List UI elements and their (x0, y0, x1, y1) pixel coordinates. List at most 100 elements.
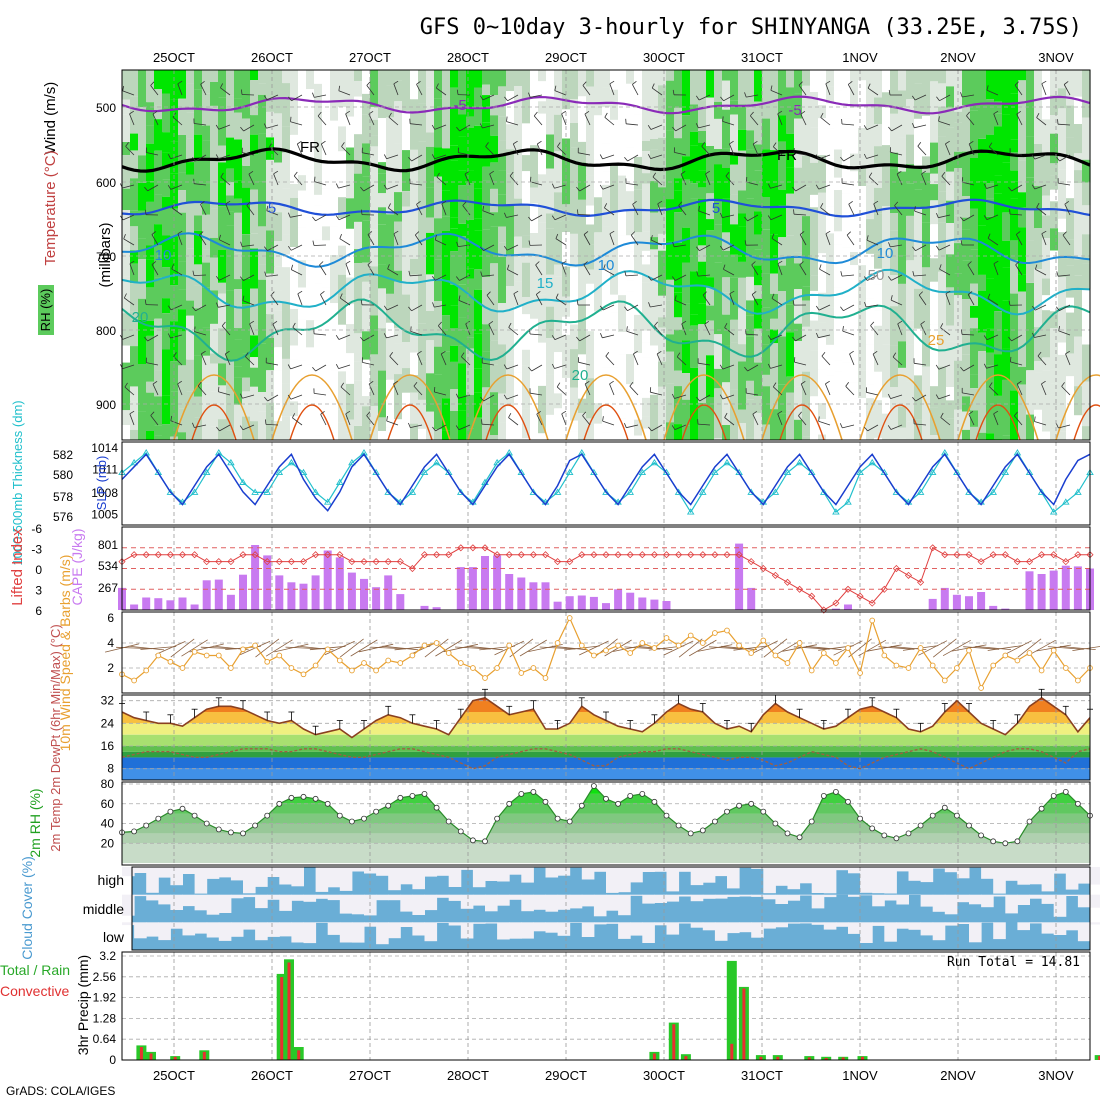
legend-total: Total / Rain (0, 962, 70, 978)
rh-cell (778, 336, 787, 385)
rh-cell (322, 70, 331, 112)
cloud-clear-cell (134, 894, 147, 897)
cloud-clear-cell (872, 894, 885, 907)
wind-barb (290, 364, 303, 370)
wind-barb (531, 364, 543, 372)
cloud-clear-cell (1041, 867, 1055, 892)
rh-cell (186, 415, 195, 440)
wind-barb (146, 152, 159, 156)
wind-barb-flag (940, 323, 944, 328)
wind-barb (993, 113, 999, 126)
rh-cell (274, 347, 283, 371)
precip-conv-bar (730, 1043, 734, 1061)
rh-cell (202, 140, 211, 184)
cloud-clear-cell (412, 894, 425, 915)
wind-barb-flag (845, 382, 850, 387)
cloud-clear-cell (279, 867, 292, 885)
wind-barb (194, 123, 207, 126)
wind-barb (894, 205, 903, 216)
rh-cell (226, 211, 235, 226)
cloud-clear-cell (823, 922, 837, 930)
rh-cell (130, 401, 139, 430)
wind-barb (604, 207, 615, 216)
rh-cell (882, 145, 891, 166)
wind-barb (507, 269, 519, 276)
wind-barb (842, 330, 855, 336)
wind-barb-flag (798, 411, 802, 416)
wind-barb-flag (912, 246, 916, 251)
cloud-clear-cell (944, 922, 958, 926)
rh-cell (162, 166, 171, 180)
rh-cell (850, 302, 859, 324)
rh-cell (1026, 283, 1035, 328)
wind-barb-flag (248, 170, 254, 175)
rh-cell (554, 393, 563, 409)
wind-barb-flag (481, 419, 483, 425)
cloud-clear-cell (896, 867, 909, 872)
wind-point (1062, 665, 1069, 671)
cloud-clear-cell (1053, 894, 1067, 917)
li-point (178, 551, 187, 559)
wind-barb (629, 385, 639, 396)
rh-frame (121, 781, 1091, 866)
wind-barb-10m (763, 638, 788, 658)
rh-cell (594, 423, 603, 440)
rh-cell (138, 107, 147, 156)
cloud-clear-cell (787, 867, 801, 890)
wind-barb-flag (144, 299, 147, 305)
rh-cell (650, 181, 659, 198)
wind-barb (1015, 264, 1023, 276)
rh-cell (722, 70, 731, 81)
rh-cell (658, 250, 667, 296)
wind-barb (218, 124, 231, 130)
wind-point (663, 635, 670, 641)
rh-cell (1074, 386, 1083, 416)
rh-cell (370, 354, 379, 386)
wind-barb (699, 394, 711, 402)
hot-contour (485, 404, 531, 441)
rh-cell (778, 189, 787, 206)
rh-cell (410, 337, 419, 353)
cape-bar (844, 604, 852, 610)
rh-cell (666, 279, 675, 301)
rh-cell (698, 245, 707, 262)
wind-barb-flag (388, 112, 392, 118)
cloud-clear-cell (1041, 894, 1055, 904)
hot-contour (1073, 404, 1100, 441)
wind-barb (676, 356, 687, 366)
precip-frame (121, 951, 1091, 1061)
cloud-clear-cell (533, 894, 546, 910)
rh-cell (578, 70, 587, 97)
rh-cell (658, 85, 667, 112)
rh-cell (378, 288, 387, 329)
rh-cell (946, 107, 955, 128)
rh-cell (618, 175, 627, 210)
wind-barb (746, 94, 759, 98)
rh-cell (130, 226, 139, 251)
wind-barb-flag (431, 124, 436, 130)
wind-barb-flag (383, 305, 388, 311)
cloud-clear-cell (218, 867, 232, 878)
rh-cell (946, 287, 955, 326)
rh-cell (866, 398, 875, 411)
rh-cell (218, 206, 227, 250)
rh-point (724, 808, 730, 815)
rh-cell (266, 273, 275, 314)
wind-barb-flag (194, 326, 196, 332)
rh-cell (922, 115, 931, 157)
rh-cell (1058, 218, 1067, 233)
rh-cell (1018, 207, 1027, 228)
wind-barb (195, 304, 207, 312)
rh-cell (714, 224, 723, 263)
wind-barb (847, 84, 855, 96)
rh-cell (466, 219, 475, 269)
rh-cell (834, 149, 843, 178)
wind-barb (632, 204, 639, 216)
wind-barb (338, 364, 351, 369)
rh-cell (962, 196, 971, 218)
wind-barb (940, 417, 951, 426)
rh-cell (618, 124, 627, 144)
rh-cell (818, 70, 827, 106)
rh-cell (322, 287, 331, 331)
rh-cell (346, 383, 355, 420)
